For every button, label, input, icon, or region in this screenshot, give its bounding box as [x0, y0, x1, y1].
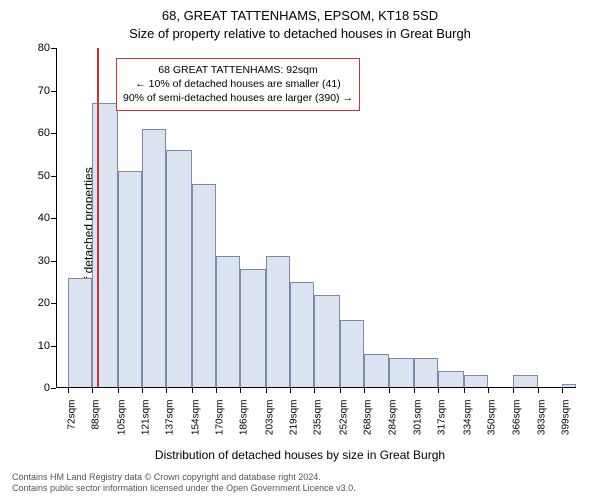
annotation-line2: ← 10% of detached houses are smaller (41… [123, 77, 353, 91]
y-tick-label: 0 [20, 382, 50, 394]
y-tick-mark [51, 91, 56, 92]
x-tick-label: 203sqm [265, 400, 276, 436]
y-tick-mark [51, 176, 56, 177]
y-tick-mark [51, 261, 56, 262]
x-tick-label: 154sqm [191, 400, 202, 436]
y-tick-label: 80 [20, 42, 50, 54]
x-tick-mark [216, 388, 217, 393]
x-tick-label: 350sqm [487, 400, 498, 436]
x-tick-label: 252sqm [339, 400, 350, 436]
y-tick-mark [51, 218, 56, 219]
x-tick-label: 383sqm [537, 400, 548, 436]
x-tick-mark [389, 388, 390, 393]
x-axis-line [56, 387, 576, 388]
histogram-bar [389, 358, 415, 388]
footer-attribution: Contains HM Land Registry data © Crown c… [12, 472, 356, 495]
histogram-bar [340, 320, 364, 388]
x-tick-label: 366sqm [511, 400, 522, 436]
annotation-line1: 68 GREAT TATTENHAMS: 92sqm [123, 63, 353, 77]
histogram-bar [118, 171, 142, 388]
x-tick-mark [68, 388, 69, 393]
x-tick-mark [92, 388, 93, 393]
chart-title-line1: 68, GREAT TATTENHAMS, EPSOM, KT18 5SD [0, 8, 600, 23]
x-tick-mark [538, 388, 539, 393]
annotation-box: 68 GREAT TATTENHAMS: 92sqm← 10% of detac… [116, 58, 360, 111]
x-tick-mark [340, 388, 341, 393]
chart-container: 68, GREAT TATTENHAMS, EPSOM, KT18 5SD Si… [0, 0, 600, 500]
x-tick-label: 170sqm [215, 400, 226, 436]
x-tick-mark [118, 388, 119, 393]
y-tick-mark [51, 48, 56, 49]
histogram-bar [166, 150, 192, 388]
x-tick-mark [488, 388, 489, 393]
histogram-bar [240, 269, 266, 388]
histogram-bar [142, 129, 166, 388]
x-tick-mark [266, 388, 267, 393]
x-tick-mark [314, 388, 315, 393]
histogram-bar [266, 256, 290, 388]
y-tick-mark [51, 133, 56, 134]
chart-title-line2: Size of property relative to detached ho… [0, 26, 600, 41]
x-tick-mark [192, 388, 193, 393]
x-tick-label: 121sqm [141, 400, 152, 436]
histogram-bar [68, 278, 92, 389]
x-tick-label: 284sqm [387, 400, 398, 436]
x-tick-label: 301sqm [413, 400, 424, 436]
histogram-bar [438, 371, 464, 388]
y-tick-label: 20 [20, 297, 50, 309]
x-tick-label: 219sqm [289, 400, 300, 436]
histogram-bar [216, 256, 240, 388]
x-axis-label: Distribution of detached houses by size … [0, 448, 600, 462]
x-tick-label: 317sqm [437, 400, 448, 436]
footer-line2: Contains public sector information licen… [12, 483, 356, 494]
y-tick-label: 40 [20, 212, 50, 224]
plot-area: 0102030405060708072sqm88sqm105sqm121sqm1… [56, 48, 576, 388]
x-tick-label: 105sqm [116, 400, 127, 436]
x-tick-label: 186sqm [239, 400, 250, 436]
x-tick-mark [438, 388, 439, 393]
y-tick-label: 30 [20, 255, 50, 267]
footer-line1: Contains HM Land Registry data © Crown c… [12, 472, 356, 483]
x-tick-label: 72sqm [67, 400, 78, 430]
x-tick-mark [364, 388, 365, 393]
annotation-line3: 90% of semi-detached houses are larger (… [123, 91, 353, 105]
x-tick-mark [240, 388, 241, 393]
histogram-bar [92, 103, 118, 388]
histogram-bar [192, 184, 216, 388]
y-tick-label: 70 [20, 85, 50, 97]
y-tick-label: 60 [20, 127, 50, 139]
histogram-bar [290, 282, 314, 388]
histogram-bar [414, 358, 438, 388]
x-tick-mark [414, 388, 415, 393]
property-marker-line [97, 48, 99, 388]
y-tick-mark [51, 346, 56, 347]
x-tick-label: 399sqm [561, 400, 572, 436]
x-tick-label: 88sqm [91, 400, 102, 430]
x-tick-mark [166, 388, 167, 393]
x-tick-mark [513, 388, 514, 393]
x-tick-label: 235sqm [313, 400, 324, 436]
y-tick-mark [51, 388, 56, 389]
x-tick-mark [562, 388, 563, 393]
histogram-bar [314, 295, 340, 389]
y-tick-label: 50 [20, 170, 50, 182]
y-tick-mark [51, 303, 56, 304]
x-tick-mark [142, 388, 143, 393]
x-tick-label: 137sqm [165, 400, 176, 436]
histogram-bar [364, 354, 388, 388]
y-tick-label: 10 [20, 340, 50, 352]
x-tick-mark [290, 388, 291, 393]
x-tick-label: 334sqm [463, 400, 474, 436]
x-tick-label: 268sqm [363, 400, 374, 436]
y-axis-line [56, 48, 57, 388]
x-tick-mark [464, 388, 465, 393]
